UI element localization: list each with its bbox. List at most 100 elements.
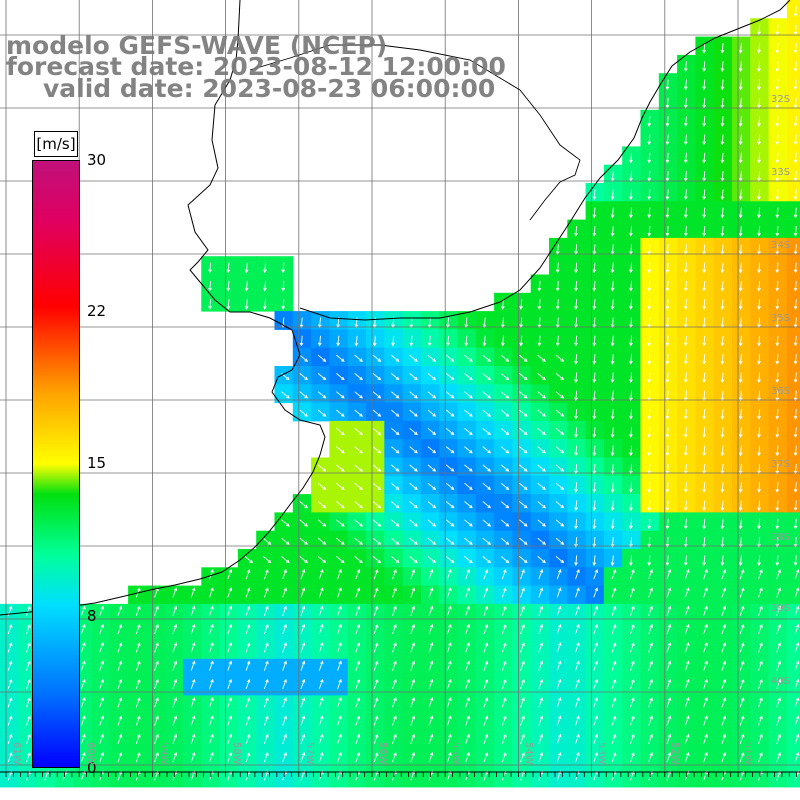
wind-arrow [209, 752, 214, 763]
wind-arrow [775, 408, 780, 420]
wind-arrow [354, 391, 363, 399]
wind-arrow [336, 464, 345, 472]
wind-arrow [209, 715, 214, 726]
wind-arrow [80, 623, 86, 635]
wind-arrow [610, 372, 615, 384]
wind-arrow [372, 335, 377, 347]
wind-arrow [409, 427, 418, 436]
wind-arrow [372, 409, 382, 417]
wind-arrow [775, 463, 780, 475]
wind-arrow [300, 678, 306, 690]
wind-arrow [538, 587, 544, 598]
wind-arrow [757, 482, 761, 493]
wind-cell [786, 128, 800, 147]
wind-arrow [482, 391, 492, 399]
wind-arrow [373, 697, 379, 708]
wind-arrow [464, 501, 473, 509]
wind-arrow [7, 678, 13, 690]
wind-arrow [592, 207, 597, 219]
wind-arrow [684, 678, 690, 690]
wind-arrow [739, 770, 745, 781]
wind-arrow [500, 391, 510, 399]
wind-arrow [629, 587, 635, 598]
wind-arrow [227, 770, 233, 781]
wind-arrow [647, 500, 652, 512]
wind-arrow [337, 660, 342, 671]
wind-arrow [300, 715, 306, 726]
wind-arrow [446, 569, 452, 580]
wind-arrow [758, 605, 763, 616]
wind-arrow [556, 752, 562, 763]
lat-label-33s: 33S [771, 167, 791, 178]
wind-arrow [757, 24, 761, 36]
wind-arrow [793, 152, 798, 164]
wind-arrow [575, 678, 580, 690]
wind-arrow [337, 715, 342, 726]
wind-arrow [610, 299, 615, 310]
wind-arrow [281, 262, 286, 274]
wind-arrow [793, 280, 798, 292]
wind-arrow [629, 262, 633, 274]
wind-arrow [282, 569, 287, 580]
wind-arrow [629, 280, 633, 292]
colorbar-tick-30: 30 [87, 151, 107, 169]
wind-arrow [209, 678, 214, 690]
wind-arrow [592, 225, 597, 237]
wind-arrow [464, 537, 473, 545]
wind-arrow [99, 715, 104, 726]
wind-arrow [392, 752, 397, 763]
wind-arrow [721, 678, 727, 690]
wind-arrow [354, 537, 363, 545]
wind-arrow [684, 660, 690, 671]
wind-arrow [757, 537, 761, 548]
wind-arrow [757, 555, 761, 567]
wind-arrow [392, 605, 397, 616]
wind-arrow [610, 280, 615, 292]
wind-arrow [391, 482, 400, 490]
wind-arrow [482, 373, 492, 381]
wind-arrow [445, 501, 455, 509]
wind-arrow [720, 372, 725, 384]
wind-arrow [154, 697, 159, 708]
wind-cell [786, 475, 800, 495]
wind-arrow [373, 660, 379, 671]
wind-arrow [555, 354, 565, 362]
wind-arrow [446, 623, 452, 635]
wind-arrow [757, 372, 761, 384]
wind-arrow [665, 482, 670, 493]
wind-arrow [556, 697, 562, 708]
wind-arrow [354, 556, 363, 564]
wind-arrow [611, 678, 617, 690]
wind-arrow [610, 207, 615, 219]
wind-arrow [299, 501, 309, 509]
wind-arrow [776, 623, 782, 635]
wind-arrow [574, 335, 578, 347]
wind-arrow [227, 642, 233, 653]
wind-arrow [482, 409, 492, 417]
wind-arrow [482, 464, 492, 472]
wind-arrow [537, 280, 542, 292]
wind-arrow [720, 482, 725, 493]
wind-arrow [465, 605, 470, 616]
wind-arrow [519, 354, 528, 362]
wind-arrow [190, 770, 196, 781]
wind-arrow [500, 335, 505, 347]
wind-arrow [683, 262, 688, 274]
wind-arrow [80, 642, 86, 653]
wind-arrow [391, 354, 400, 362]
wind-arrow [318, 642, 324, 653]
wind-arrow [720, 61, 725, 72]
wind-arrow [263, 678, 269, 690]
wind-arrow [373, 587, 379, 598]
wind-arrow [428, 569, 434, 580]
wind-arrow [721, 605, 727, 616]
wind-arrow [300, 770, 306, 781]
wind-arrow [464, 519, 473, 527]
wind-arrow [611, 569, 617, 580]
wind-arrow [703, 678, 708, 690]
wind-arrow [410, 660, 416, 671]
wind-arrow [26, 733, 31, 744]
wind-arrow [537, 335, 542, 347]
wind-arrow [520, 569, 525, 580]
wind-arrow [665, 134, 670, 146]
